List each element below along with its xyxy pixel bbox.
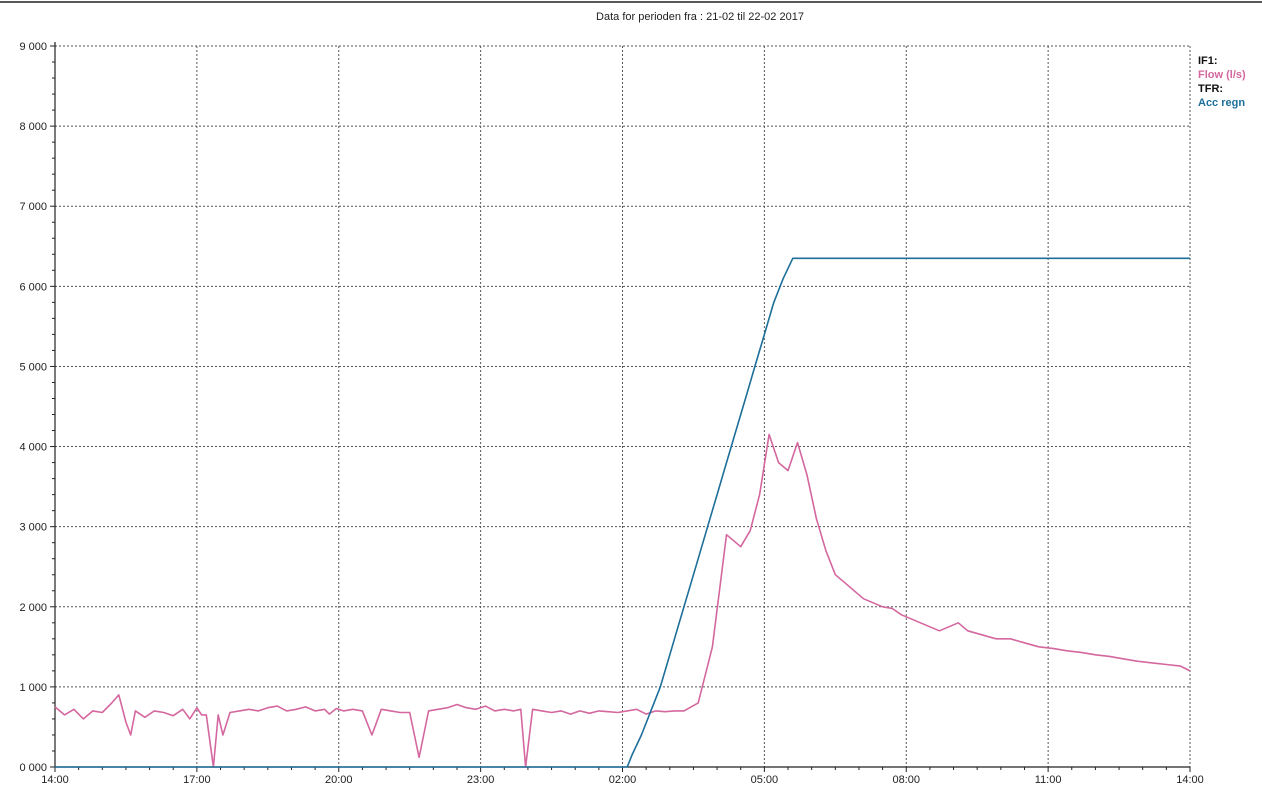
series-line-flow xyxy=(54,433,1191,768)
series-line-acc-regn xyxy=(55,257,1190,768)
x-tick-label: 20:00 xyxy=(325,774,353,786)
legend-label: Acc regn xyxy=(1198,97,1245,109)
x-tick-label: 14:00 xyxy=(41,774,69,786)
x-tick-label: 08:00 xyxy=(892,774,920,786)
y-tick-label: 7 000 xyxy=(19,201,47,213)
y-tick-label: 4 000 xyxy=(19,442,47,454)
y-tick-label: 8 000 xyxy=(19,121,47,133)
y-tick-label: 3 000 xyxy=(19,522,47,534)
x-tick-label: 23:00 xyxy=(467,774,495,786)
legend-layer: IF1: Flow (l/s) TFR: Acc regn xyxy=(1198,55,1246,109)
x-tick-label: 02:00 xyxy=(609,774,637,786)
y-tick-label: 0 000 xyxy=(19,762,47,774)
legend-label: Flow (l/s) xyxy=(1198,69,1246,81)
y-tick-label: 2 000 xyxy=(19,602,47,614)
y-tick-label: 6 000 xyxy=(19,281,47,293)
x-tick-label: 14:00 xyxy=(1176,774,1204,786)
y-tick-label: 5 000 xyxy=(19,361,47,373)
x-tick-label: 17:00 xyxy=(183,774,211,786)
x-tick-label: 11:00 xyxy=(1035,774,1062,786)
legend-label: TFR: xyxy=(1198,83,1223,95)
chart-title: Data for perioden fra : 21-02 til 22-02 … xyxy=(596,11,804,23)
x-tick-label: 05:00 xyxy=(751,774,779,786)
y-tick-label: 9 000 xyxy=(19,41,47,53)
grid-layer xyxy=(55,45,1191,767)
legend-label: IF1: xyxy=(1198,55,1218,67)
y-tick-label: 1 000 xyxy=(19,682,47,694)
series-layer xyxy=(54,257,1191,768)
